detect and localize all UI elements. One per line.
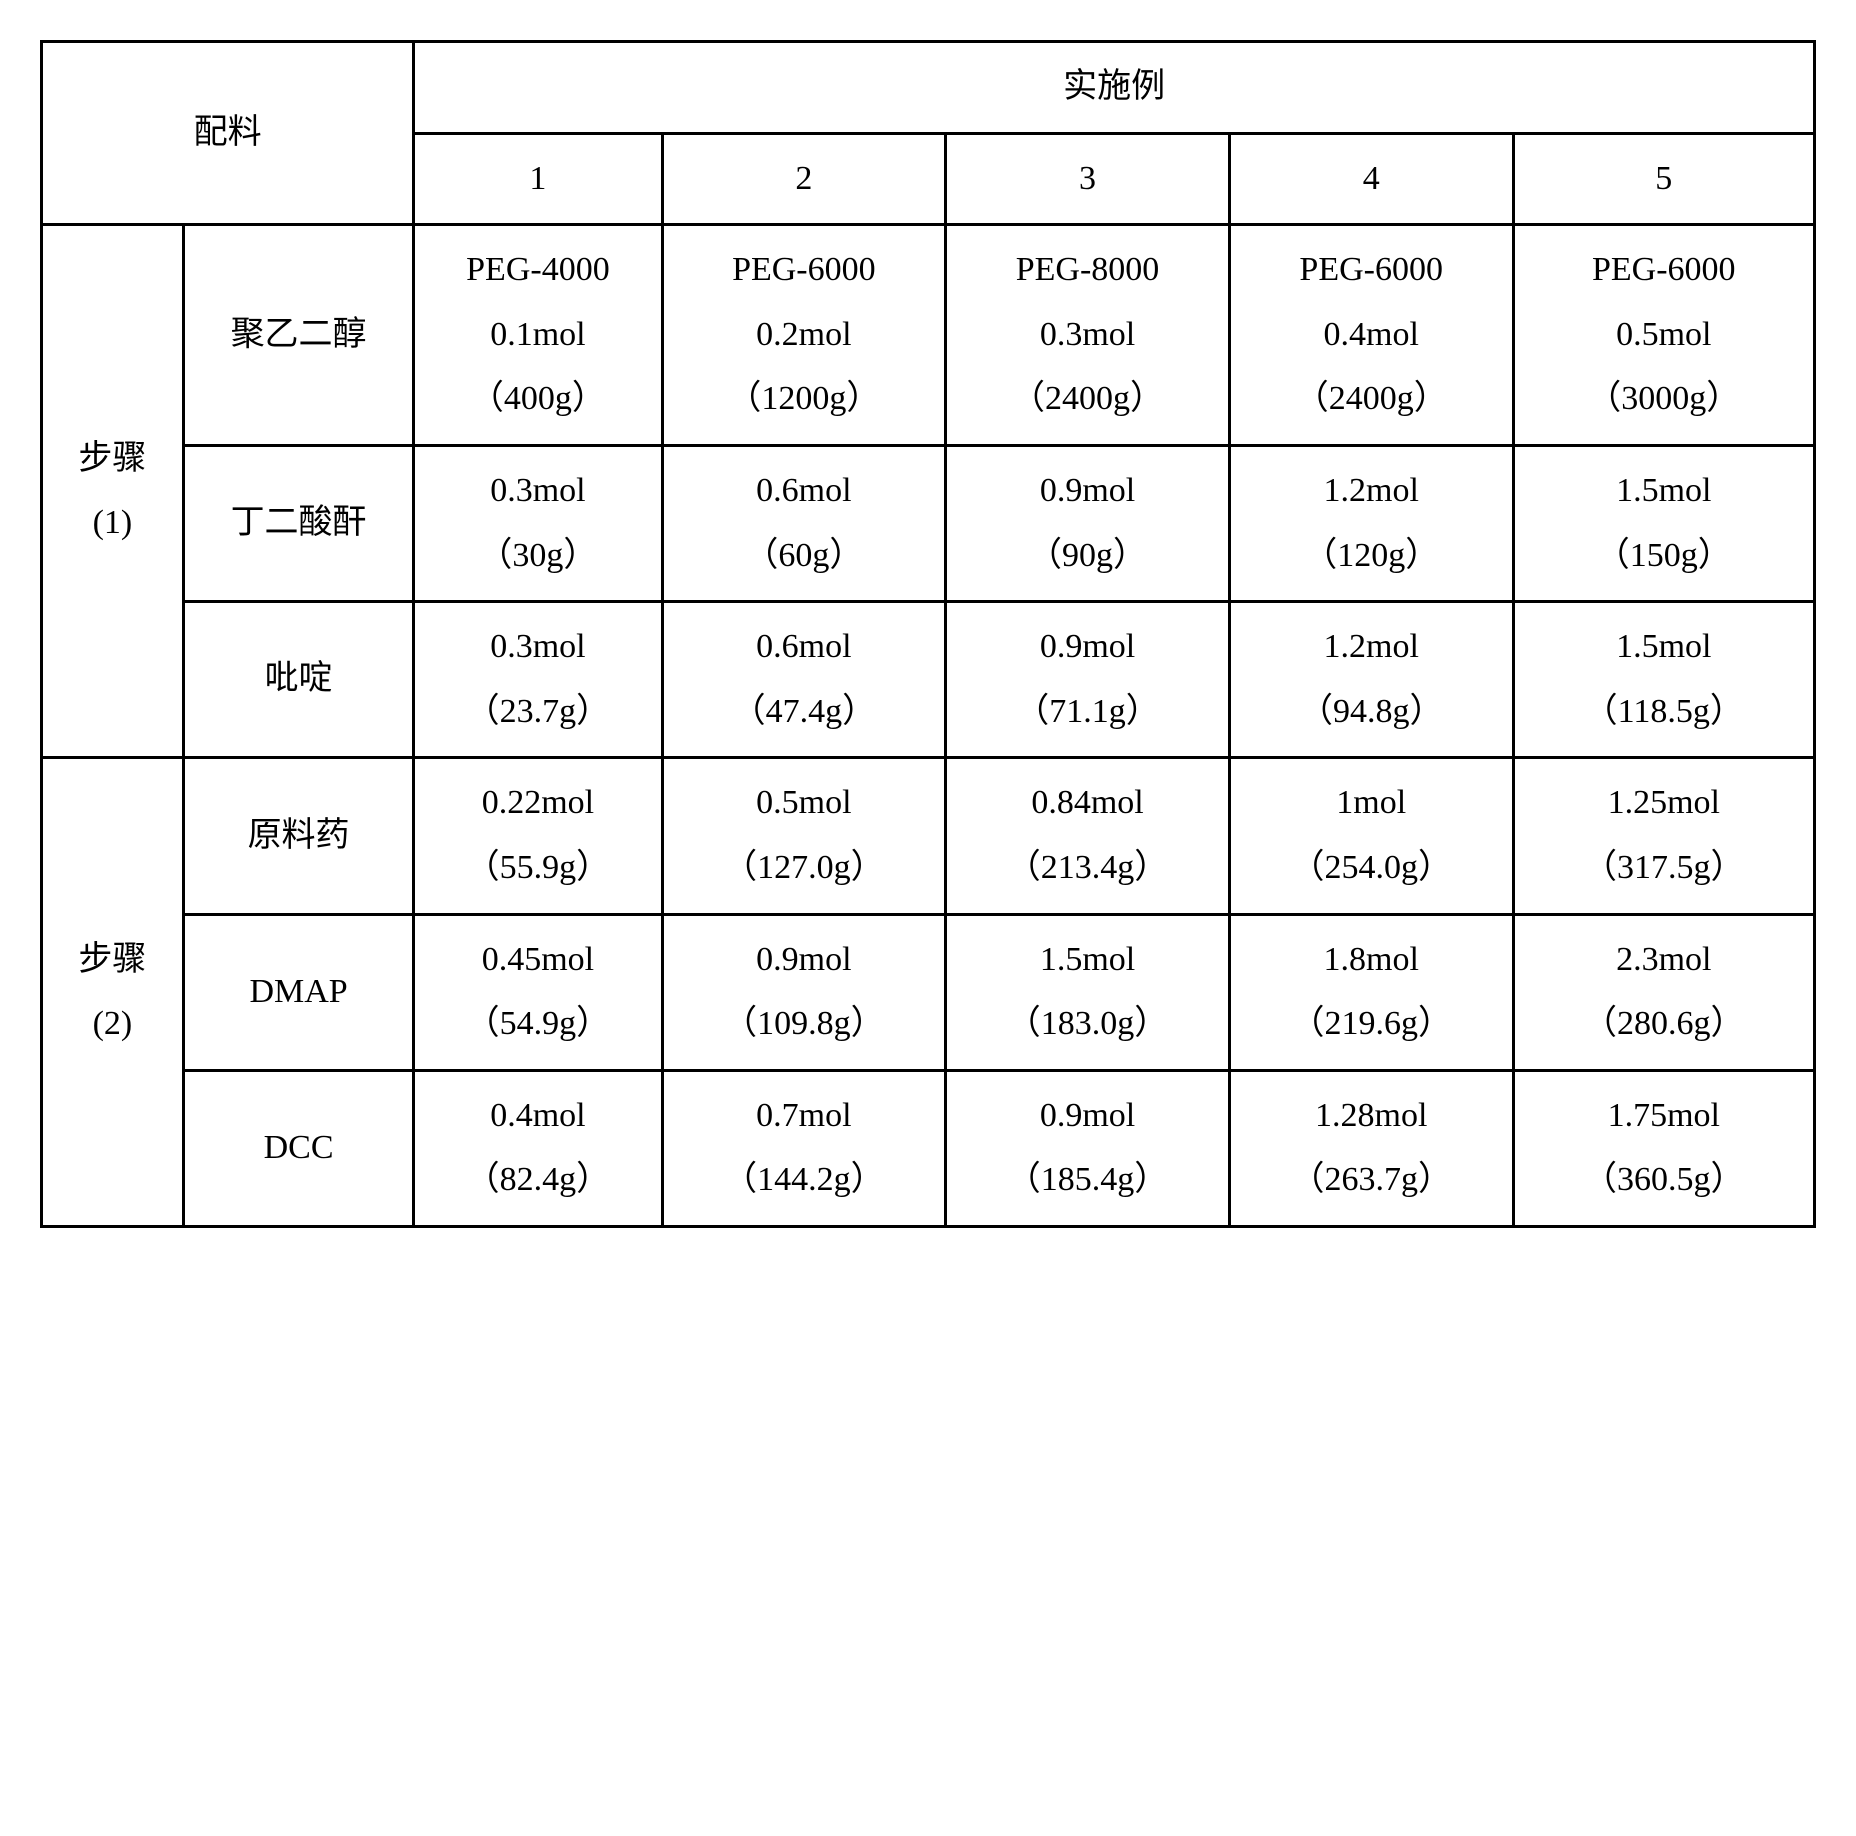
step-1-label: 步骤 (1) [42, 225, 184, 758]
table-row: DCC 0.4mol （82.4g） 0.7mol （144.2g） 0.9mo… [42, 1070, 1815, 1226]
table-body: 配料 实施例 1 2 3 4 5 步骤 (1) 聚乙二醇 PEG-4000 0.… [42, 42, 1815, 1227]
table-row: 吡啶 0.3mol （23.7g） 0.6mol （47.4g） 0.9mol … [42, 602, 1815, 758]
cell: 0.84mol （213.4g） [946, 758, 1230, 914]
cell: 0.7mol （144.2g） [662, 1070, 946, 1226]
cell: 0.3mol （23.7g） [414, 602, 662, 758]
cell: 0.9mol （90g） [946, 445, 1230, 601]
cell: PEG-8000 0.3mol （2400g） [946, 225, 1230, 446]
row-name: 原料药 [183, 758, 413, 914]
table-row: 步骤 (1) 聚乙二醇 PEG-4000 0.1mol （400g） PEG-6… [42, 225, 1815, 446]
cell: 0.9mol （71.1g） [946, 602, 1230, 758]
cell: 0.6mol （47.4g） [662, 602, 946, 758]
cell: 0.4mol （82.4g） [414, 1070, 662, 1226]
cell: PEG-6000 0.2mol （1200g） [662, 225, 946, 446]
cell: PEG-6000 0.5mol （3000g） [1513, 225, 1814, 446]
cell: PEG-4000 0.1mol （400g） [414, 225, 662, 446]
cell: 1.2mol （94.8g） [1229, 602, 1513, 758]
cell: 1.25mol （317.5g） [1513, 758, 1814, 914]
row-name: DCC [183, 1070, 413, 1226]
col-3: 3 [946, 133, 1230, 225]
cell: 1.2mol （120g） [1229, 445, 1513, 601]
table-row: 丁二酸酐 0.3mol （30g） 0.6mol （60g） 0.9mol （9… [42, 445, 1815, 601]
data-table: 配料 实施例 1 2 3 4 5 步骤 (1) 聚乙二醇 PEG-4000 0.… [40, 40, 1816, 1228]
table-row: DMAP 0.45mol （54.9g） 0.9mol （109.8g） 1.5… [42, 914, 1815, 1070]
cell: 0.45mol （54.9g） [414, 914, 662, 1070]
cell: PEG-6000 0.4mol （2400g） [1229, 225, 1513, 446]
cell: 1.5mol （118.5g） [1513, 602, 1814, 758]
row-name: 吡啶 [183, 602, 413, 758]
header-row-1: 配料 实施例 [42, 42, 1815, 134]
cell: 0.5mol （127.0g） [662, 758, 946, 914]
col-5: 5 [1513, 133, 1814, 225]
col-1: 1 [414, 133, 662, 225]
ingredients-header: 配料 [42, 42, 414, 225]
col-4: 4 [1229, 133, 1513, 225]
cell: 2.3mol （280.6g） [1513, 914, 1814, 1070]
cell: 1.5mol （183.0g） [946, 914, 1230, 1070]
cell: 0.3mol （30g） [414, 445, 662, 601]
cell: 0.9mol （185.4g） [946, 1070, 1230, 1226]
cell: 1.28mol （263.7g） [1229, 1070, 1513, 1226]
cell: 0.22mol （55.9g） [414, 758, 662, 914]
cell: 1mol （254.0g） [1229, 758, 1513, 914]
cell: 1.8mol （219.6g） [1229, 914, 1513, 1070]
row-name: DMAP [183, 914, 413, 1070]
col-2: 2 [662, 133, 946, 225]
examples-header: 实施例 [414, 42, 1815, 134]
row-name: 聚乙二醇 [183, 225, 413, 446]
cell: 0.9mol （109.8g） [662, 914, 946, 1070]
table-row: 步骤 (2) 原料药 0.22mol （55.9g） 0.5mol （127.0… [42, 758, 1815, 914]
cell: 1.5mol （150g） [1513, 445, 1814, 601]
cell: 0.6mol （60g） [662, 445, 946, 601]
row-name: 丁二酸酐 [183, 445, 413, 601]
cell: 1.75mol （360.5g） [1513, 1070, 1814, 1226]
step-2-label: 步骤 (2) [42, 758, 184, 1227]
